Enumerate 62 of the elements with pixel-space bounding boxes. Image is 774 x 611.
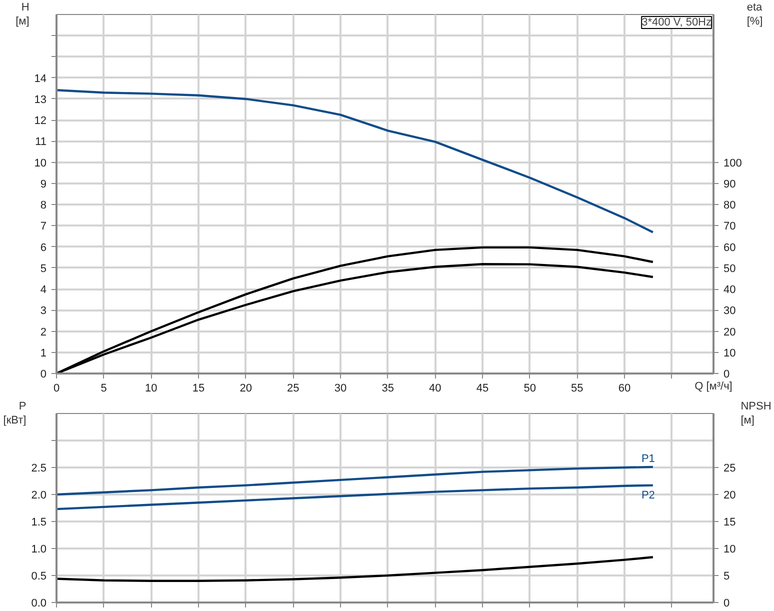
x-tick-label: 25 bbox=[287, 382, 300, 394]
x-tick-label: 0 bbox=[53, 382, 60, 394]
y2-tick-label: 40 bbox=[724, 284, 736, 296]
y2-tick-label: 100 bbox=[724, 157, 742, 170]
y2-tick-label: 80 bbox=[724, 200, 736, 212]
y-tick-label: 6 bbox=[40, 242, 47, 254]
x-tick-label: 35 bbox=[382, 382, 394, 394]
x-tick-label: 60 bbox=[618, 382, 631, 394]
y2-tick-label: 10 bbox=[724, 544, 736, 556]
y-tick-label: 0.0 bbox=[31, 598, 47, 610]
y2-tick-label: 20 bbox=[724, 326, 736, 338]
y2-axis-title: NPSH [м] bbox=[740, 400, 772, 427]
y-tick-label: 8 bbox=[40, 200, 47, 212]
x-tick-label: 55 bbox=[571, 382, 584, 394]
y2-axis-title: eta [%] bbox=[746, 1, 764, 28]
y-tick-label: 1.0 bbox=[31, 544, 47, 556]
y-tick-label: 2.5 bbox=[31, 462, 47, 474]
y-tick-label: 4 bbox=[40, 284, 47, 296]
y2-tick-label: 20 bbox=[724, 490, 736, 502]
y2-tick-label: 0 bbox=[724, 598, 730, 610]
series-label: P2 bbox=[641, 489, 655, 502]
y-tick-label: 5 bbox=[40, 262, 47, 275]
y2-tick-label: 50 bbox=[724, 262, 736, 275]
x-tick-label: 50 bbox=[524, 382, 536, 394]
y-tick-label: 11 bbox=[35, 136, 47, 148]
y-tick-label: 12 bbox=[34, 115, 47, 128]
y-tick-label: 0 bbox=[40, 368, 47, 380]
y2-tick-label: 15 bbox=[724, 516, 736, 528]
line-series bbox=[56, 556, 654, 582]
y-axis-title: P [кВт] bbox=[3, 400, 26, 427]
line-series bbox=[56, 484, 654, 510]
y-axis-title: H [м] bbox=[16, 1, 30, 28]
y-tick-label: 14 bbox=[34, 72, 47, 85]
y2-tick-label: 0 bbox=[724, 368, 730, 380]
y2-tick-label: 60 bbox=[724, 242, 736, 254]
y-tick-label: 9 bbox=[40, 178, 47, 190]
y2-tick-label: 25 bbox=[724, 462, 736, 474]
line-series bbox=[56, 89, 654, 234]
x-tick-label: 5 bbox=[100, 382, 107, 394]
x-tick-label: 15 bbox=[192, 382, 205, 394]
annotation: 3*400 V, 50Hz bbox=[642, 16, 712, 28]
y-tick-label: 13 bbox=[34, 94, 47, 106]
y2-tick-label: 90 bbox=[724, 178, 736, 190]
x-tick-label: 30 bbox=[334, 382, 347, 394]
y-tick-label: 2 bbox=[40, 326, 47, 338]
y2-tick-label: 5 bbox=[724, 570, 730, 582]
x-tick-label: 10 bbox=[145, 382, 158, 394]
y-tick-label: 0.5 bbox=[31, 570, 47, 582]
x-tick-label: 40 bbox=[429, 382, 442, 394]
y2-tick-label: 30 bbox=[724, 305, 736, 318]
y-tick-label: 10 bbox=[34, 157, 47, 170]
x-axis-title: Q [м³/ч] bbox=[694, 380, 732, 392]
y2-tick-label: 10 bbox=[724, 347, 736, 360]
y-tick-label: 3 bbox=[40, 305, 47, 318]
x-tick-label: 20 bbox=[240, 382, 252, 394]
series-label: P1 bbox=[641, 452, 655, 465]
y2-tick-label: 70 bbox=[724, 220, 736, 233]
y-tick-label: 1 bbox=[40, 347, 47, 360]
y-tick-label: 2.0 bbox=[31, 490, 47, 502]
y-tick-label: 7 bbox=[40, 220, 47, 233]
x-tick-label: 45 bbox=[476, 382, 489, 394]
y-tick-label: 1.5 bbox=[31, 516, 47, 528]
